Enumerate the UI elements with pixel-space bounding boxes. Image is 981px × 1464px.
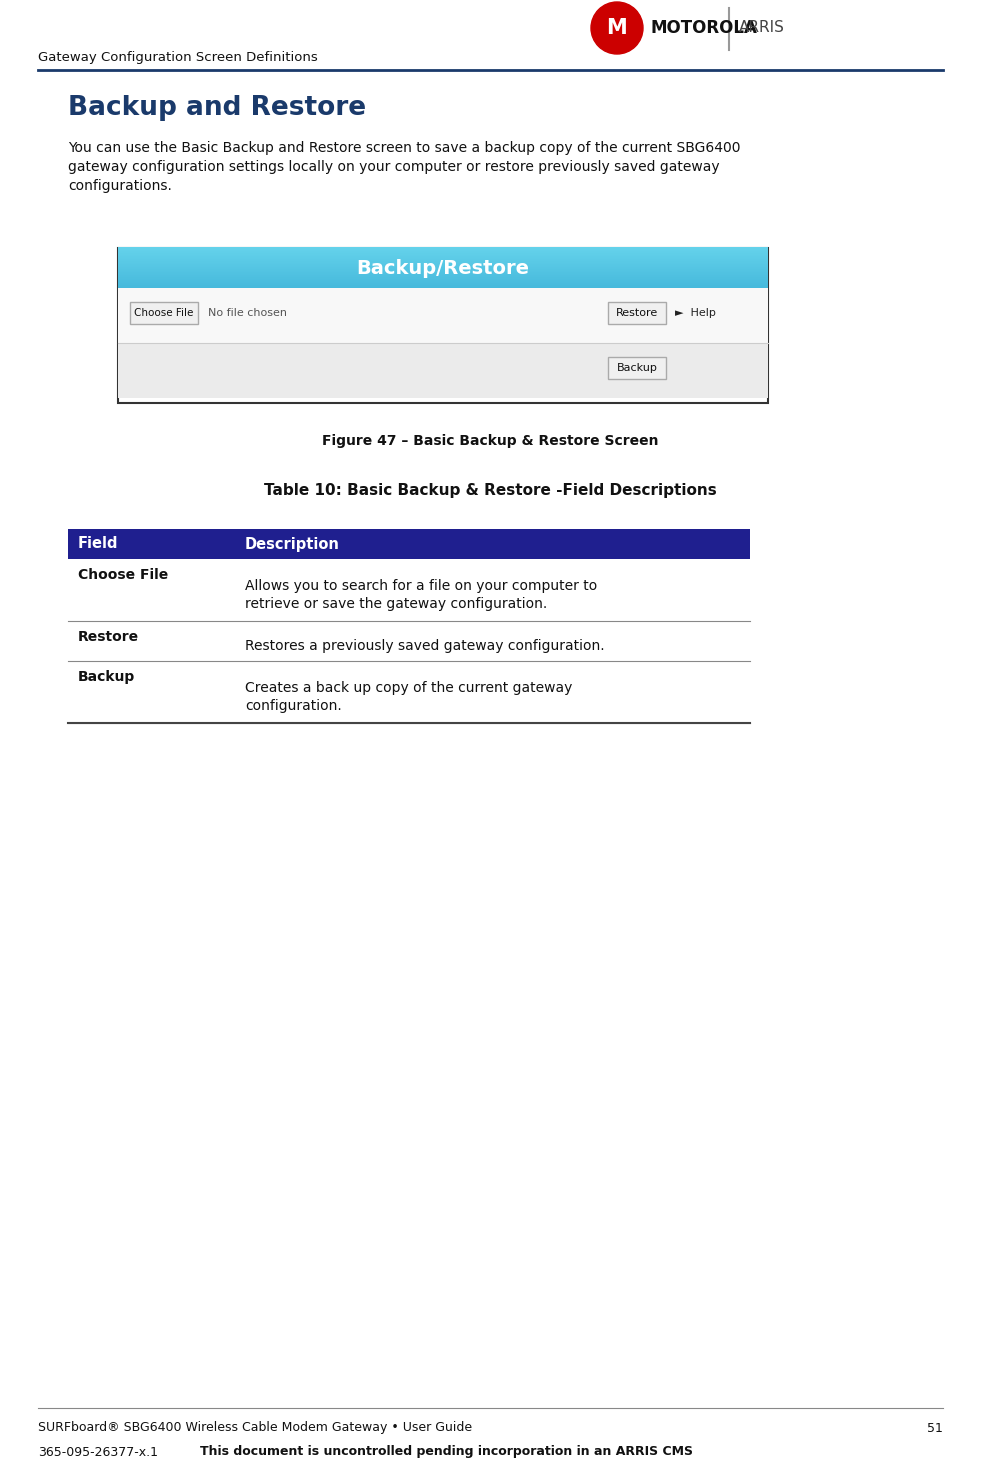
Text: configurations.: configurations. [68, 179, 172, 193]
Text: SURFboard® SBG6400 Wireless Cable Modem Gateway • User Guide: SURFboard® SBG6400 Wireless Cable Modem … [38, 1422, 472, 1435]
Text: Backup and Restore: Backup and Restore [68, 95, 366, 122]
Text: You can use the Basic Backup and Restore screen to save a backup copy of the cur: You can use the Basic Backup and Restore… [68, 141, 741, 155]
Bar [68, 621, 750, 662]
Bar [118, 288, 768, 343]
Text: Restore: Restore [616, 307, 658, 318]
Text: Backup: Backup [617, 363, 657, 373]
Text: Μ: Μ [606, 18, 628, 38]
Text: 365-095-26377-x.1: 365-095-26377-x.1 [38, 1445, 158, 1458]
Bar [68, 559, 750, 621]
Text: ARRIS: ARRIS [739, 20, 785, 35]
Text: Restore: Restore [78, 630, 139, 644]
Text: Backup/Restore: Backup/Restore [356, 259, 530, 278]
Bar [68, 529, 750, 559]
Text: Allows you to search for a file on your computer to: Allows you to search for a file on your … [245, 578, 597, 593]
Text: Table 10: Basic Backup & Restore -Field Descriptions: Table 10: Basic Backup & Restore -Field … [264, 483, 716, 499]
Text: MOTOROLA: MOTOROLA [651, 19, 758, 37]
Circle shape [591, 1, 643, 54]
FancyBboxPatch shape [130, 302, 198, 324]
Text: Choose File: Choose File [134, 307, 193, 318]
Text: configuration.: configuration. [245, 698, 341, 713]
Bar [118, 343, 768, 398]
Text: ►  Help: ► Help [675, 307, 716, 318]
Text: No file chosen: No file chosen [208, 307, 287, 318]
Text: Field: Field [78, 536, 119, 552]
FancyBboxPatch shape [608, 302, 666, 324]
Bar [68, 662, 750, 723]
Text: Restores a previously saved gateway configuration.: Restores a previously saved gateway conf… [245, 638, 604, 653]
Text: 51: 51 [927, 1422, 943, 1435]
Bar [118, 247, 768, 403]
Text: Backup: Backup [78, 671, 135, 684]
Text: Creates a back up copy of the current gateway: Creates a back up copy of the current ga… [245, 681, 572, 695]
FancyBboxPatch shape [608, 357, 666, 379]
Text: Choose File: Choose File [78, 568, 169, 583]
Text: retrieve or save the gateway configuration.: retrieve or save the gateway configurati… [245, 597, 547, 610]
Text: Gateway Configuration Screen Definitions: Gateway Configuration Screen Definitions [38, 51, 318, 64]
Text: Figure 47 – Basic Backup & Restore Screen: Figure 47 – Basic Backup & Restore Scree… [322, 433, 658, 448]
Text: gateway configuration settings locally on your computer or restore previously sa: gateway configuration settings locally o… [68, 160, 720, 174]
Text: This document is uncontrolled pending incorporation in an ARRIS CMS: This document is uncontrolled pending in… [200, 1445, 693, 1458]
Text: Description: Description [245, 536, 339, 552]
